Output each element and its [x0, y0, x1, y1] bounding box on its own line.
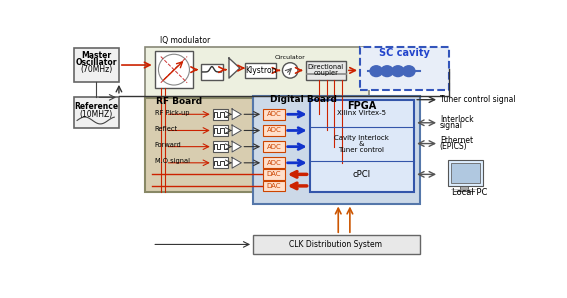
Text: Klystron: Klystron: [245, 66, 277, 75]
Text: coupler: coupler: [314, 70, 338, 76]
Bar: [360, 47, 449, 90]
Text: Interlock: Interlock: [440, 115, 473, 124]
Text: Oscillator: Oscillator: [76, 58, 117, 67]
Bar: [74, 97, 119, 128]
Bar: [263, 181, 285, 191]
Bar: [246, 63, 276, 78]
Bar: [155, 51, 193, 88]
Text: CLK Distribution System: CLK Distribution System: [289, 240, 382, 249]
Bar: [263, 169, 285, 180]
Bar: [263, 157, 285, 168]
Bar: [74, 48, 119, 82]
Bar: [460, 186, 468, 190]
Text: signal: signal: [440, 121, 463, 130]
Bar: [310, 100, 414, 192]
Bar: [213, 141, 228, 152]
Text: ADC: ADC: [266, 111, 281, 117]
Text: DAC: DAC: [266, 171, 281, 177]
Text: (70MHz): (70MHz): [81, 65, 113, 74]
Polygon shape: [232, 141, 242, 152]
Bar: [201, 64, 223, 80]
Text: ADC: ADC: [266, 144, 281, 150]
Bar: [253, 96, 420, 204]
Text: RF Board: RF Board: [156, 97, 202, 106]
Text: ADC: ADC: [266, 160, 281, 166]
Text: Xilinx Virtex-5: Xilinx Virtex-5: [337, 110, 386, 116]
Text: SC cavity: SC cavity: [379, 49, 430, 58]
Text: M.O signal: M.O signal: [155, 158, 189, 164]
Text: Forward: Forward: [155, 142, 181, 148]
Bar: [213, 157, 228, 168]
Text: ADC: ADC: [266, 128, 281, 134]
Ellipse shape: [381, 66, 393, 77]
Text: Digital Board: Digital Board: [270, 95, 337, 104]
Polygon shape: [229, 58, 240, 78]
Bar: [145, 47, 369, 100]
Text: (EPICS): (EPICS): [440, 142, 467, 151]
Text: Cavity Interlock: Cavity Interlock: [334, 135, 389, 141]
Ellipse shape: [403, 66, 415, 77]
Bar: [145, 98, 253, 192]
Text: Circulator: Circulator: [275, 55, 306, 60]
Ellipse shape: [370, 66, 382, 77]
Polygon shape: [232, 157, 242, 168]
Text: Master: Master: [82, 51, 112, 60]
Text: &: &: [359, 141, 364, 147]
Circle shape: [282, 63, 298, 78]
Bar: [263, 109, 285, 120]
Ellipse shape: [392, 66, 404, 77]
Bar: [263, 125, 285, 136]
Bar: [253, 235, 420, 254]
Text: Tuner control signal: Tuner control signal: [440, 95, 515, 104]
Bar: [263, 141, 285, 152]
Text: DAC: DAC: [266, 183, 281, 189]
Bar: [447, 160, 483, 186]
Text: Reflect: Reflect: [155, 126, 177, 132]
Text: FPGA: FPGA: [347, 101, 376, 111]
Text: Directional: Directional: [308, 63, 344, 69]
Text: Local PC: Local PC: [452, 187, 488, 197]
Polygon shape: [232, 125, 242, 136]
Bar: [306, 61, 346, 80]
Polygon shape: [232, 109, 242, 120]
Text: (10MHZ): (10MHZ): [80, 110, 113, 119]
Text: RF Pick-up: RF Pick-up: [155, 110, 189, 116]
Bar: [213, 109, 228, 120]
Text: Ethernet: Ethernet: [440, 136, 473, 145]
Text: cPCI: cPCI: [353, 170, 371, 179]
Circle shape: [158, 54, 189, 85]
Text: IQ modulator: IQ modulator: [160, 36, 211, 45]
Bar: [213, 125, 228, 136]
Text: Reference: Reference: [74, 102, 119, 111]
Bar: [451, 163, 480, 183]
Text: Tuner control: Tuner control: [338, 148, 384, 153]
